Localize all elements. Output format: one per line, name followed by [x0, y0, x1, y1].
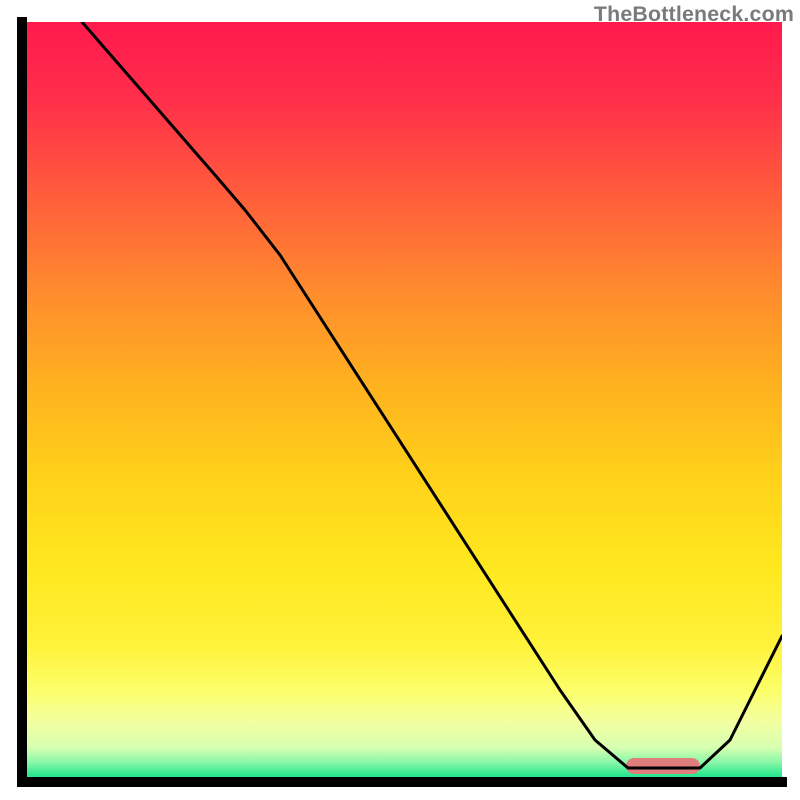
watermark-text: TheBottleneck.com — [594, 2, 794, 27]
minimum-marker — [626, 758, 700, 774]
chart-container: TheBottleneck.com — [0, 0, 800, 800]
gradient-background — [22, 22, 782, 782]
chart-svg — [0, 0, 800, 800]
